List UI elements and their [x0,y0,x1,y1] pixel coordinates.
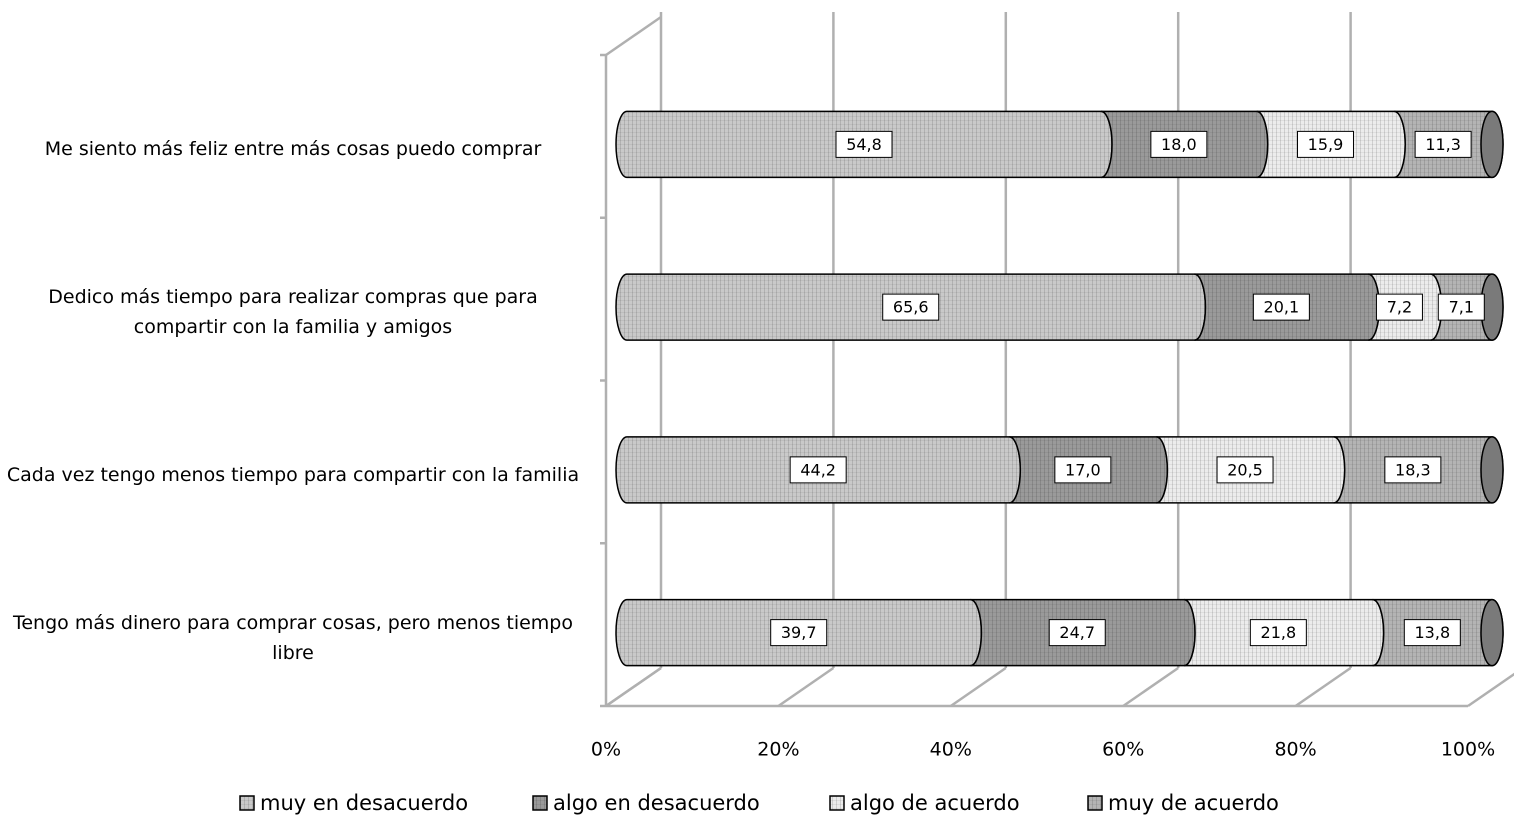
y-tick-label: Cada vez tengo menos tiempo para compart… [6,463,580,486]
value-label-box [1384,456,1442,484]
value-label-box [882,293,940,321]
value-label: 15,9 [1308,135,1344,154]
value-label-box [789,456,847,484]
y-tick-label: Me siento más feliz entre más cosas pued… [44,138,542,161]
value-label-box [1403,619,1461,647]
value-label-box [1296,130,1354,158]
value-label: 20,1 [1264,298,1300,317]
value-label: 18,0 [1161,135,1197,154]
value-label: 21,8 [1261,623,1297,642]
grid-line [1122,666,1179,708]
value-label: 7,1 [1449,298,1474,317]
value-label-box [1249,619,1307,647]
texture [1088,796,1102,810]
value-label: 17,0 [1065,460,1101,479]
grid-line [777,666,835,708]
legend-label: algo en desacuerdo [553,791,760,815]
value-label-box [1150,130,1208,158]
x-tick-label: 80% [1274,739,1316,761]
value-label-box [770,619,828,647]
value-label-box [1054,456,1112,484]
value-label-box [1216,456,1274,484]
value-label: 39,7 [781,623,817,642]
value-label-box [1414,130,1472,158]
legend-label: muy en desacuerdo [260,791,468,815]
value-label-box [1437,293,1485,321]
value-label: 7,2 [1387,298,1412,317]
y-tick-label: Tengo más dinero para comprar cosas, per… [12,611,573,664]
value-label-box [1375,293,1423,321]
texture [830,796,844,810]
value-label-box [1252,293,1310,321]
texture [240,796,254,810]
grid-line [1294,666,1352,708]
bar-end-cap [1480,110,1504,179]
x-tick-label: 0% [591,739,621,761]
grid-line [1467,672,1514,708]
y-tick-label: Dedico más tiempo para realizar compras … [48,286,538,339]
value-label: 13,8 [1415,623,1451,642]
value-label-box [1048,619,1106,647]
x-tick-label: 40% [930,739,972,761]
value-label: 11,3 [1425,135,1461,154]
texture [533,796,547,810]
value-label-box [835,130,893,158]
bar-end-cap [1480,598,1504,667]
value-label: 44,2 [800,460,836,479]
legend-label: algo de acuerdo [850,791,1020,815]
value-label: 18,3 [1395,460,1431,479]
value-label: 20,5 [1227,460,1263,479]
grid-line [950,666,1007,708]
legend-label: muy de acuerdo [1108,791,1279,815]
bar-end-cap [1480,436,1504,504]
value-label: 54,8 [846,135,882,154]
x-tick-label: 100% [1441,739,1495,761]
value-label: 65,6 [893,298,929,317]
x-tick-label: 60% [1102,739,1144,761]
left-wall [605,15,662,57]
grid-line [605,666,662,708]
value-label: 24,7 [1059,623,1095,642]
x-tick-label: 20% [757,739,799,761]
